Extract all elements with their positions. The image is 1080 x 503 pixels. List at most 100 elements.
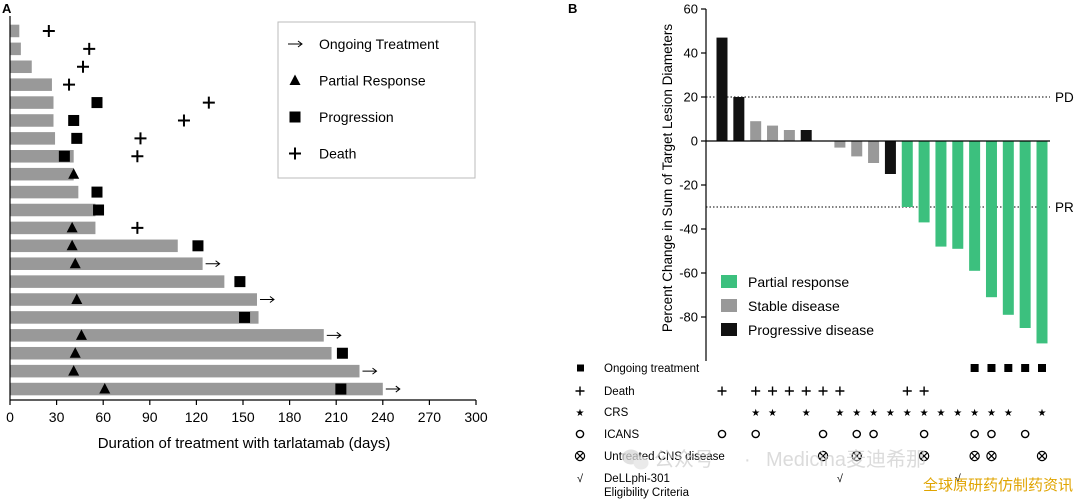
ongoing-treatment-arrow: [385, 385, 401, 393]
y-tick-label: -60: [679, 266, 698, 281]
icans-mark: [751, 429, 760, 439]
crs-mark: ★: [970, 408, 979, 419]
x-tick-label: 150: [231, 409, 255, 425]
death-marker: [131, 221, 144, 234]
legend-label: Progressive disease: [748, 322, 874, 338]
ongoing-treatment-mark: [970, 364, 979, 372]
death-mark: [784, 386, 794, 396]
waterfall-bar: [834, 141, 846, 148]
untreated-cns-mark: [969, 450, 980, 462]
table-row-label: ICANS: [604, 429, 639, 441]
x-tick-label: 240: [371, 409, 395, 425]
crs-mark: ★: [1004, 408, 1013, 419]
x-tick-label: 180: [278, 409, 302, 425]
untreated-cns-mark-cross: [971, 452, 979, 460]
waterfall-bar: [767, 125, 779, 141]
table-circle-x-cross: [576, 452, 584, 460]
death-mark: [717, 386, 727, 396]
x-tick-label: 30: [49, 409, 65, 425]
panel-a-swimmer-plot: A 0 30 60 90 120 150 180 210 240 270 300 Ongoing T…: [2, 1, 488, 452]
death-marker: [42, 24, 55, 37]
panel-a-label: A: [2, 1, 12, 16]
icans-mark: [919, 429, 929, 439]
x-tick-label: 60: [95, 409, 111, 425]
legend-triangle-icon: [289, 74, 301, 85]
watermark-separator: ·: [744, 449, 751, 471]
y-tick-label: -20: [679, 178, 698, 193]
legend-label: Partial Response: [319, 73, 426, 89]
crs-mark: ★: [987, 408, 996, 419]
waterfall-bar: [1002, 141, 1014, 315]
legend-label: Death: [319, 146, 356, 162]
ongoing-treatment-mark: [987, 364, 996, 372]
duration-bar: [10, 24, 20, 38]
death-mark: [919, 386, 929, 396]
partial-response-marker: [69, 347, 81, 358]
duration-bar: [10, 311, 259, 324]
progression-marker: [192, 240, 204, 252]
y-tick-label: 20: [684, 90, 698, 105]
legend-label: Ongoing Treatment: [319, 36, 439, 52]
panel-b-y-axis-label: Percent Change in Sum of Target Lesion D…: [660, 24, 675, 332]
waterfall-bar: [901, 141, 913, 207]
waterfall-bar: [1036, 141, 1048, 344]
x-tick-label: 300: [464, 409, 488, 425]
duration-bar: [10, 42, 21, 56]
icans-mark: [869, 429, 878, 439]
icans-mark: [717, 429, 727, 439]
icans-mark: [818, 429, 828, 439]
untreated-cns-mark-cross: [853, 452, 861, 460]
table-star-icon: ★: [576, 408, 585, 419]
untreated-cns-mark: [986, 450, 997, 462]
waterfall-bar: [783, 130, 795, 141]
duration-bar: [10, 132, 56, 145]
death-mark: [751, 386, 761, 396]
table-square-icon: [577, 364, 584, 372]
death-mark: [902, 386, 912, 396]
crs-mark: ★: [920, 408, 929, 419]
crs-mark: ★: [1038, 408, 1047, 419]
partial-response-marker: [69, 257, 81, 269]
death-marker: [83, 42, 96, 55]
progression-marker: [71, 132, 83, 144]
waterfall-bar: [851, 141, 863, 157]
untreated-cns-mark: [918, 450, 930, 462]
duration-bar: [10, 221, 96, 235]
waterfall-bar: [800, 130, 812, 141]
duration-bar: [10, 203, 96, 217]
crs-mark: ★: [768, 408, 777, 419]
waterfall-bar: [918, 141, 930, 223]
ongoing-treatment-mark: [1004, 364, 1013, 372]
death-mark: [818, 386, 828, 396]
duration-bar: [10, 60, 32, 74]
waterfall-bar: [985, 141, 997, 298]
panel-b-label: B: [568, 1, 577, 16]
x-tick-label: 120: [185, 409, 209, 425]
untreated-cns-mark-cross: [1038, 452, 1046, 460]
table-row-label: CRS: [604, 407, 629, 419]
partial-response-marker: [99, 383, 111, 394]
legend-arrow-icon: [288, 40, 303, 48]
death-marker: [63, 78, 76, 91]
y-tick-label: 0: [691, 134, 698, 149]
death-marker: [177, 114, 190, 127]
duration-bar: [10, 114, 54, 127]
duration-bar: [10, 293, 257, 306]
legend-plus-icon: [289, 147, 301, 160]
x-tick-label: 0: [6, 409, 14, 425]
crs-mark: ★: [852, 408, 861, 419]
icans-mark: [1020, 429, 1030, 439]
ongoing-treatment-mark: [1021, 364, 1030, 372]
watermark: 公众号 · Medicina麦迪希那: [622, 448, 926, 471]
untreated-cns-mark: [851, 450, 862, 462]
watermark-account-prefix: 公众号: [654, 448, 714, 471]
reference-line-label: PR: [1055, 200, 1074, 215]
progression-marker: [58, 150, 70, 162]
reference-line-label: PD: [1055, 90, 1074, 105]
ongoing-treatment-arrow: [362, 367, 378, 375]
duration-bar: [10, 185, 79, 199]
y-tick-label: -80: [679, 310, 698, 325]
untreated-cns-mark: [817, 450, 829, 462]
duration-bar: [10, 275, 225, 288]
